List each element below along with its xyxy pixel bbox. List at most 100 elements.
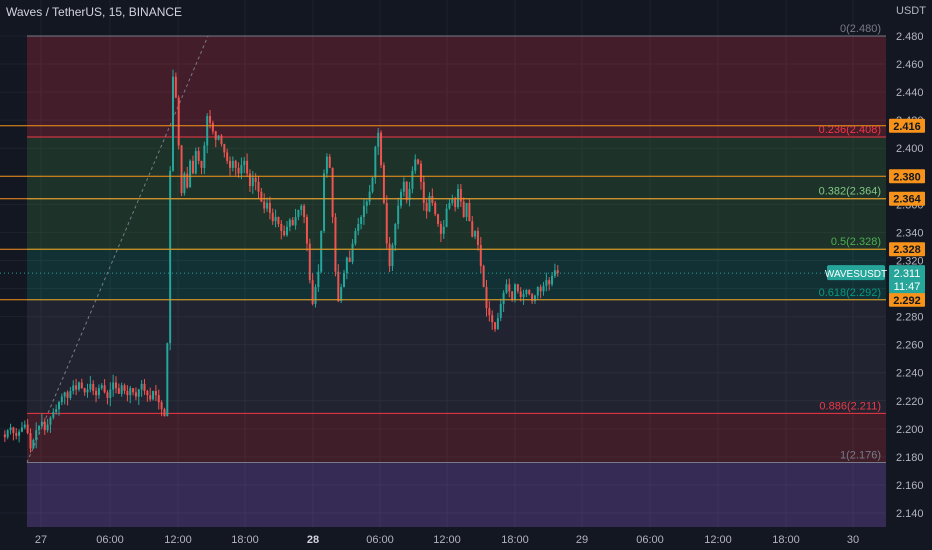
candle-body bbox=[191, 160, 194, 174]
candle-body bbox=[166, 343, 169, 417]
candle-body bbox=[217, 135, 220, 140]
x-tick-label: 06:00 bbox=[366, 534, 394, 546]
candle-body bbox=[311, 280, 314, 304]
last-price-box bbox=[889, 265, 925, 294]
candle-body bbox=[263, 201, 266, 209]
candle-body bbox=[320, 231, 323, 272]
candle-body bbox=[439, 223, 442, 234]
candle-body bbox=[354, 231, 357, 244]
y-tick-label: 2.340 bbox=[896, 227, 924, 239]
candle-body bbox=[106, 392, 109, 398]
candle-body bbox=[120, 385, 123, 394]
candle-body bbox=[474, 231, 477, 237]
candle-body bbox=[454, 198, 457, 208]
price-tag-box bbox=[889, 118, 925, 133]
y-tick-label: 2.160 bbox=[896, 480, 924, 492]
candle-body bbox=[502, 292, 505, 304]
candle-body bbox=[334, 216, 337, 272]
candle-body bbox=[160, 402, 163, 410]
candle-body bbox=[211, 122, 214, 132]
fibonacci-retracement[interactable]: 0(2.480) 0.236(2.408) 0.382(2.364) 0.5(2.32… bbox=[26, 23, 886, 527]
y-tick-label: 2.140 bbox=[896, 508, 924, 520]
candle-body bbox=[308, 243, 311, 281]
y-tick-label: 2.280 bbox=[896, 312, 924, 324]
x-tick-label: 29 bbox=[576, 534, 588, 546]
fib-band bbox=[27, 462, 886, 527]
candle-body bbox=[445, 208, 448, 227]
candle-body bbox=[533, 295, 536, 302]
candle-body bbox=[103, 385, 106, 393]
candle-body bbox=[328, 156, 331, 168]
candle-body bbox=[371, 177, 374, 192]
candle-body bbox=[360, 216, 363, 224]
candle-body bbox=[482, 266, 485, 288]
candle-body bbox=[345, 257, 348, 274]
candle-body bbox=[186, 173, 189, 188]
candle-body bbox=[382, 165, 385, 203]
x-tick-label: 28 bbox=[307, 534, 319, 546]
candlesticks bbox=[0, 69, 886, 453]
symbol-label-box bbox=[827, 265, 885, 281]
candle-body bbox=[274, 216, 277, 222]
candle-body bbox=[15, 433, 18, 436]
candle-body bbox=[391, 245, 394, 267]
candle-body bbox=[226, 152, 229, 161]
candle-body bbox=[140, 383, 143, 390]
candle-body bbox=[294, 216, 297, 226]
candle-body bbox=[514, 284, 516, 300]
candle-body bbox=[18, 431, 21, 436]
candle-body bbox=[26, 424, 29, 434]
x-tick-label: 12:00 bbox=[704, 534, 732, 546]
candle-body bbox=[35, 430, 38, 441]
candle-body bbox=[291, 219, 294, 226]
time-axis[interactable]: 27 06:00 12:00 18:00 28 06:00 12:00 18:00 29 06:0… bbox=[35, 534, 859, 546]
fib-band bbox=[27, 36, 886, 138]
fib-level-label: 0(2.480) bbox=[840, 23, 881, 35]
candle-body bbox=[431, 195, 434, 203]
candle-body bbox=[77, 382, 80, 390]
fib-band bbox=[27, 137, 886, 199]
candle-body bbox=[511, 291, 514, 300]
candle-body bbox=[200, 160, 203, 168]
candle-body bbox=[58, 402, 60, 410]
candle-body bbox=[368, 191, 371, 202]
candle-body bbox=[277, 216, 280, 224]
candle-body bbox=[174, 76, 177, 98]
candle-body bbox=[72, 385, 75, 391]
candle-body bbox=[123, 385, 126, 391]
candle-body bbox=[80, 382, 83, 389]
candle-body bbox=[402, 181, 405, 192]
candle-body bbox=[297, 209, 300, 217]
candle-body bbox=[32, 440, 35, 449]
candle-body bbox=[251, 177, 254, 187]
fib-level-label: 0.236(2.408) bbox=[819, 124, 881, 136]
y-tick-label: 2.240 bbox=[896, 368, 924, 380]
candle-body bbox=[40, 421, 43, 427]
candle-body bbox=[109, 389, 112, 398]
candle-body bbox=[516, 284, 519, 292]
candle-body bbox=[442, 226, 445, 234]
fib-level-label: 0.382(2.364) bbox=[819, 186, 881, 198]
candle-body bbox=[465, 202, 468, 217]
candle-body bbox=[254, 177, 257, 182]
y-tick-label: 2.460 bbox=[896, 59, 924, 71]
candle-body bbox=[457, 188, 459, 208]
candle-body bbox=[343, 273, 345, 288]
candle-body bbox=[462, 201, 465, 217]
candle-body bbox=[365, 201, 368, 206]
candle-body bbox=[89, 383, 92, 390]
candle-body bbox=[280, 223, 283, 232]
candle-body bbox=[66, 392, 69, 398]
y-tick-label: 2.320 bbox=[896, 255, 924, 267]
candle-body bbox=[499, 303, 502, 318]
horizontal-lines[interactable] bbox=[0, 125, 886, 301]
candle-body bbox=[388, 243, 391, 267]
candle-body bbox=[397, 205, 400, 224]
price-tag-box bbox=[889, 169, 925, 184]
candle-body bbox=[214, 131, 217, 140]
symbol-label: WAVESUSDT bbox=[825, 269, 887, 280]
price-tag-box bbox=[889, 191, 925, 206]
fib-band bbox=[27, 198, 886, 250]
candle-body bbox=[92, 383, 95, 391]
